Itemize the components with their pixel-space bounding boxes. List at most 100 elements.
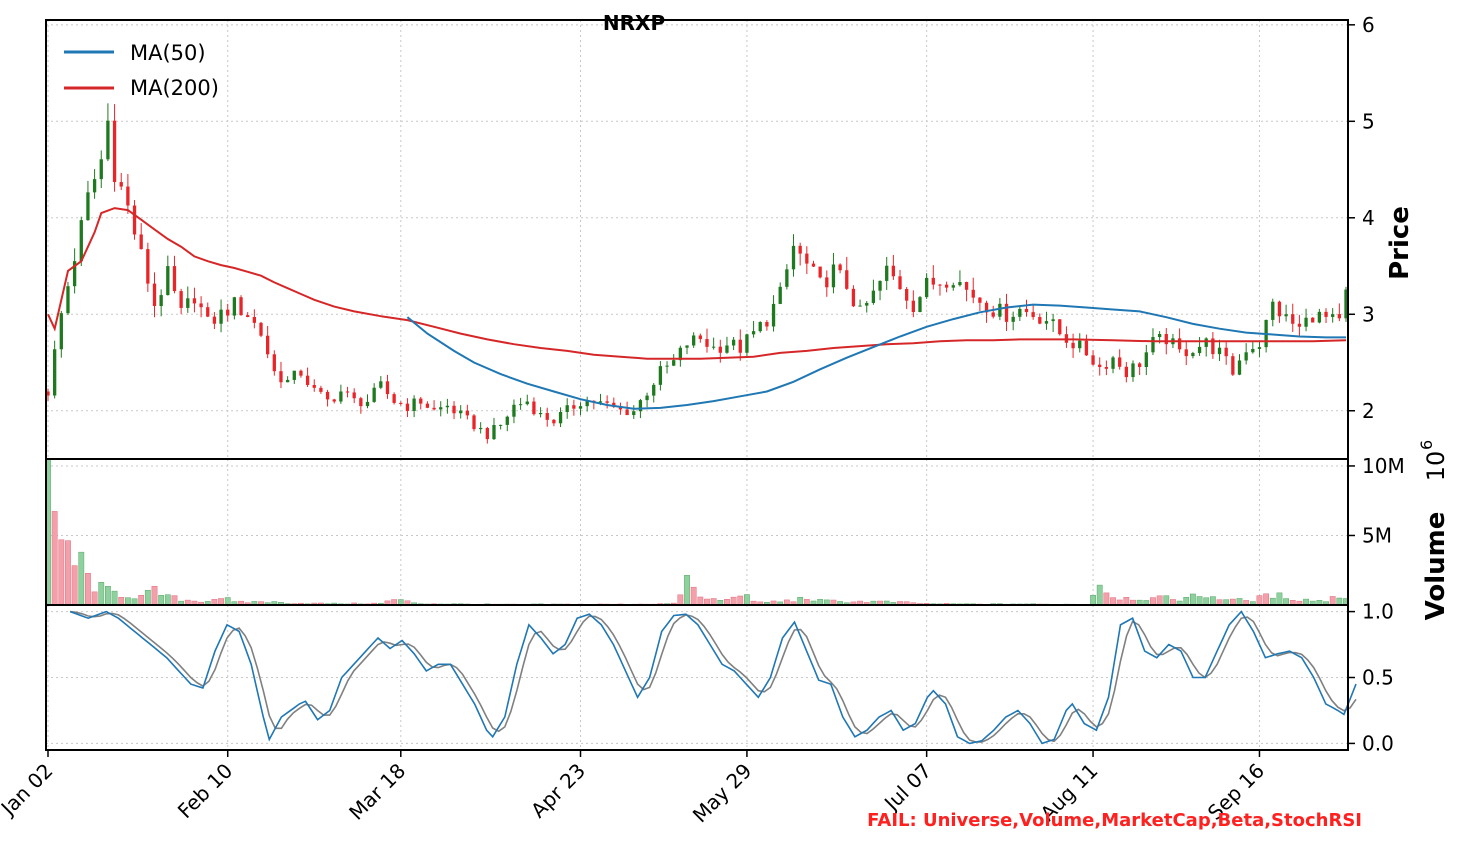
candle-body	[1184, 349, 1188, 357]
candle-body	[1224, 347, 1228, 357]
candle-body	[152, 283, 157, 307]
candle-body	[1157, 334, 1162, 338]
candle-body	[246, 315, 250, 317]
volume-axis-ticks: 5M 10M	[1348, 454, 1405, 547]
volume-axis-title: Volume	[1421, 512, 1451, 621]
candle-body	[532, 401, 536, 415]
volume-multiplier-exponent: 6	[1417, 440, 1436, 450]
volume-multiplier-base: 10	[1422, 451, 1450, 482]
candle-body	[971, 289, 975, 298]
candle-body	[1251, 348, 1255, 353]
candle-body	[259, 322, 263, 336]
candle-body	[445, 405, 450, 408]
candle-body	[1244, 352, 1248, 361]
volume-bar	[1209, 596, 1216, 606]
candle-body	[871, 290, 876, 303]
candle-body	[918, 297, 922, 313]
candle-body	[518, 404, 523, 406]
candle-body	[1277, 301, 1282, 317]
candle-body	[1164, 334, 1168, 345]
volume-bar	[111, 590, 118, 606]
candle-body	[1291, 314, 1295, 324]
candle-body	[119, 182, 123, 187]
candle-body	[944, 284, 949, 288]
stoch-tick-label: 0.0	[1362, 731, 1394, 755]
candle-body	[825, 277, 829, 288]
candle-body	[725, 345, 729, 353]
stoch-axis-ticks: 0.0 0.5 1.0	[1348, 600, 1394, 755]
candle-body	[705, 339, 709, 347]
candle-body	[312, 384, 316, 388]
chart-title: NRXP	[603, 11, 665, 35]
candle-body	[1337, 314, 1341, 319]
candle-body	[379, 381, 383, 388]
volume-bar	[797, 596, 804, 606]
candle-body	[1317, 311, 1322, 323]
candle-body	[1151, 337, 1155, 353]
candle-body	[845, 270, 849, 289]
candle-body	[146, 249, 150, 284]
candle-body	[405, 403, 410, 411]
candle-body	[279, 371, 283, 383]
candle-body	[1231, 356, 1235, 375]
moving-average-lines	[47, 207, 1347, 410]
candle-body	[678, 347, 683, 361]
candle-body	[765, 322, 769, 327]
candle-body	[605, 401, 609, 403]
candle-body	[126, 186, 130, 206]
volume-bar	[1090, 595, 1096, 606]
candle-body	[1344, 289, 1348, 319]
candle-body	[1111, 357, 1115, 369]
candle-body	[325, 391, 330, 400]
candle-body	[931, 277, 935, 285]
candle-body	[352, 392, 356, 399]
volume-bar	[151, 585, 158, 606]
volume-bar	[224, 597, 231, 606]
candle-body	[1237, 360, 1242, 375]
candle-body	[1044, 321, 1049, 324]
candle-body	[898, 276, 902, 290]
candle-body	[1304, 317, 1308, 327]
volume-bar	[1269, 597, 1276, 606]
candle-body	[1091, 355, 1095, 365]
candle-body	[186, 298, 190, 308]
candle-body	[1217, 347, 1222, 355]
candle-body	[372, 387, 376, 402]
candle-body	[978, 297, 982, 303]
candle-body	[226, 309, 230, 316]
candle-body	[66, 286, 70, 314]
candle-body	[865, 302, 869, 306]
volume-bar	[1336, 597, 1343, 606]
volume-bar	[730, 596, 737, 606]
candle-body	[266, 335, 270, 355]
candle-body	[345, 391, 350, 393]
candle-body	[505, 416, 509, 425]
candle-body	[818, 266, 822, 278]
candle-body	[558, 411, 563, 424]
candle-body	[285, 379, 290, 383]
candle-body	[891, 265, 896, 277]
candle-body	[572, 405, 576, 409]
volume-bar	[684, 575, 690, 606]
candle-body	[638, 400, 643, 412]
candle-body	[1197, 346, 1202, 354]
candle-body	[219, 309, 223, 324]
volume-tick-label: 5M	[1362, 523, 1392, 547]
candle-body	[791, 245, 796, 270]
volume-bar	[1329, 596, 1336, 606]
candle-body	[206, 307, 210, 317]
candle-body	[399, 402, 403, 404]
volume-bar	[58, 539, 65, 606]
volume-bar	[171, 595, 178, 606]
candle-body	[805, 253, 809, 264]
candle-body	[359, 398, 363, 407]
price-tick-label: 4	[1362, 206, 1375, 230]
candle-body	[598, 401, 603, 403]
volume-bar	[124, 597, 131, 606]
candle-body	[299, 370, 303, 376]
candle-body	[53, 349, 57, 396]
candle-body	[179, 291, 183, 308]
candle-body	[1011, 316, 1015, 322]
candle-body	[159, 295, 163, 307]
